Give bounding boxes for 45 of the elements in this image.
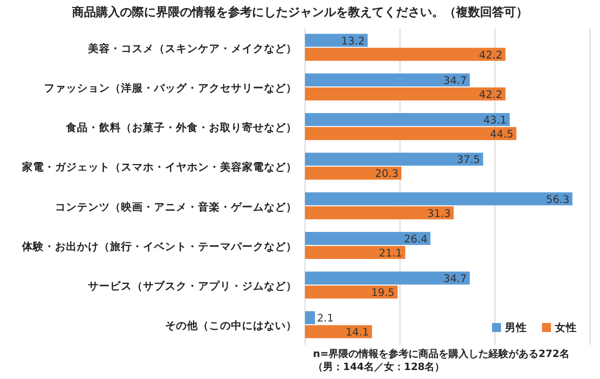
- data-label: 19.5: [371, 287, 395, 300]
- y-tick-label: 食品・飲料（お菓子・外食・お取り寄せなど）: [65, 121, 297, 134]
- data-label: 13.2: [341, 35, 365, 48]
- data-label: 21.1: [378, 247, 402, 260]
- data-label: 31.3: [427, 208, 451, 220]
- data-label: 34.7: [443, 74, 467, 87]
- y-tick-label: ファッション（洋服・バッグ・アクセサリーなど）: [44, 81, 297, 94]
- y-tick-label: その他（この中にはない）: [165, 319, 297, 332]
- y-tick-label: コンテンツ（映画・アニメ・音楽・ゲームなど）: [55, 200, 297, 214]
- data-label: 42.2: [479, 88, 502, 101]
- legend-label: 男性: [504, 321, 527, 334]
- bar: [305, 246, 406, 259]
- legend-label: 女性: [554, 321, 577, 334]
- text: n=界隈の情報を参考に商品を購入した経験がある272名: [313, 348, 570, 360]
- bar: [305, 192, 572, 206]
- bar: [305, 325, 372, 338]
- bar: [305, 87, 506, 100]
- data-label: 43.1: [483, 114, 507, 127]
- y-tick-label: 美容・コスメ（スキンケア・メイクなど）: [87, 42, 297, 55]
- bar: [305, 113, 510, 126]
- bar: [305, 272, 470, 285]
- bar: [305, 152, 484, 166]
- bar: [305, 232, 430, 245]
- data-label: 2.1: [316, 312, 334, 325]
- y-tick-label: 体験・お出かけ（旅行・イベント・テーマパークなど）: [21, 240, 297, 253]
- data-label: 56.3: [546, 194, 570, 206]
- data-label: 37.5: [456, 154, 480, 166]
- chart-title: 商品購入の際に界隈の情報を参考にしたジャンルを教えてください。（複数回答可）: [71, 5, 528, 19]
- bar: [305, 127, 516, 140]
- data-label: 44.5: [490, 128, 514, 141]
- y-tick-label: サービス（サブスク・アプリ・ジムなど）: [88, 280, 297, 293]
- text: （男：144名／女：128名）: [313, 361, 445, 373]
- bar: [305, 73, 470, 86]
- bar: [305, 48, 506, 61]
- data-label: 34.7: [443, 273, 467, 286]
- data-label: 20.3: [375, 168, 398, 180]
- bar: [305, 286, 398, 299]
- bar: [305, 166, 402, 180]
- data-label: 42.2: [479, 49, 502, 62]
- data-label: 14.1: [346, 326, 369, 339]
- bar: [305, 311, 315, 324]
- bar: [305, 34, 368, 47]
- bar: [305, 206, 454, 220]
- y-tick-label: 家電・ガジェット（スマホ・イヤホン・美容家電など）: [21, 160, 297, 174]
- data-label: 26.4: [404, 233, 428, 246]
